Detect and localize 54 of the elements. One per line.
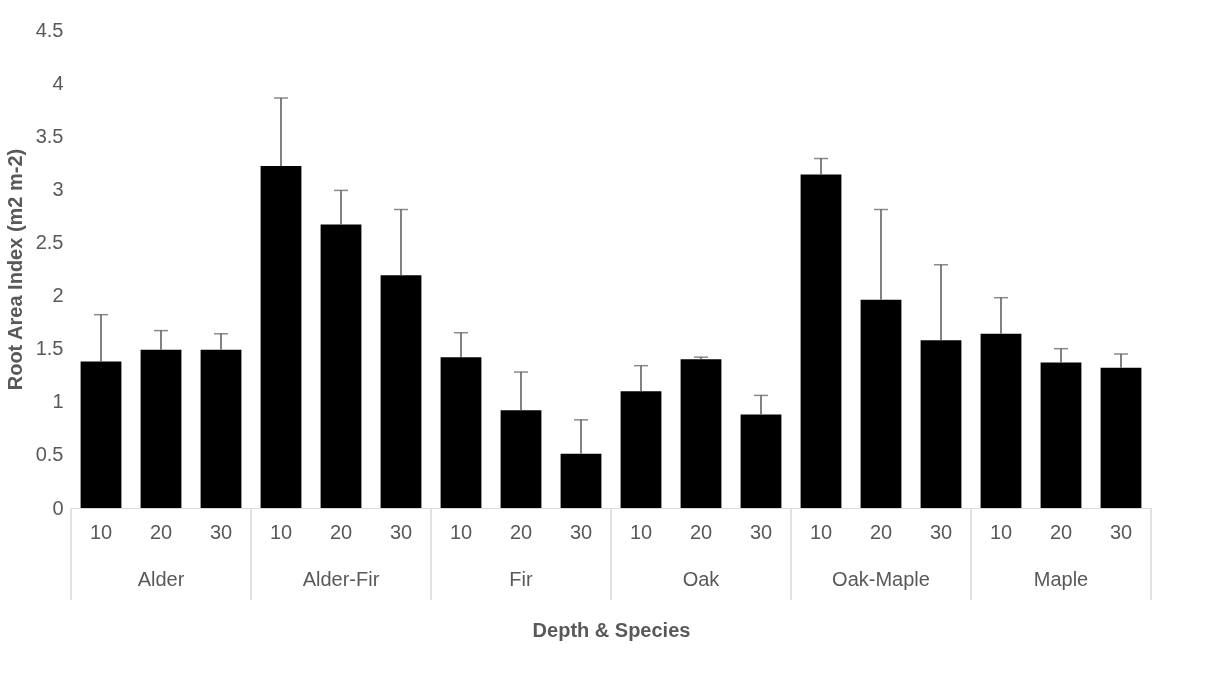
x-tick-label: 30: [749, 520, 773, 543]
bar: [740, 414, 782, 508]
y-tick-label: 1: [52, 390, 64, 413]
x-tick-label: 10: [269, 520, 293, 543]
y-tick-label: 2.5: [35, 230, 64, 253]
bar: [920, 340, 962, 508]
text: Maple: [1033, 568, 1089, 590]
bar: [1040, 362, 1082, 508]
x-tick-label: 20: [689, 520, 713, 543]
bar: [320, 224, 362, 508]
bar: [620, 391, 662, 508]
y-axis-title: Root Area Index (m2 m-2): [3, 148, 26, 391]
text: Fir: [509, 568, 533, 590]
bar: [800, 174, 842, 508]
bar: [500, 410, 542, 508]
bar: [440, 357, 482, 508]
y-tick-label: 3.5: [35, 124, 64, 147]
x-tick-label: 30: [569, 520, 593, 543]
x-tick-label: 10: [629, 520, 653, 543]
y-tick-label: 3: [52, 177, 64, 200]
x-tick-label: 30: [1109, 520, 1133, 543]
x-tick-label: 20: [329, 520, 353, 543]
x-tick-label: 20: [509, 520, 533, 543]
bar: [1100, 367, 1142, 508]
bar: [980, 333, 1022, 508]
bar: [680, 359, 722, 508]
bar: [560, 453, 602, 508]
y-tick-label: 0: [52, 496, 64, 519]
x-axis-title: Depth & Species: [532, 618, 691, 641]
x-tick-label: 30: [209, 520, 233, 543]
text: Alder: [137, 568, 185, 590]
y-tick-label: 1.5: [35, 337, 64, 360]
bar: [860, 299, 902, 508]
bar: [260, 165, 302, 508]
x-tick-label: 10: [89, 520, 113, 543]
y-tick-label: 4.5: [35, 18, 64, 41]
bar: [140, 349, 182, 508]
text: Alder-Fir: [302, 568, 380, 590]
bar: [80, 361, 122, 508]
x-tick-label: 20: [869, 520, 893, 543]
x-tick-label: 20: [149, 520, 173, 543]
y-tick-label: 4: [52, 71, 64, 94]
x-tick-label: 10: [989, 520, 1013, 543]
x-tick-label: 30: [389, 520, 413, 543]
bar: [200, 349, 242, 508]
text: Oak-Maple: [832, 568, 930, 590]
x-tick-label: 20: [1049, 520, 1073, 543]
x-tick-label: 30: [929, 520, 953, 543]
x-tick-label: 10: [449, 520, 473, 543]
text: Oak: [682, 568, 721, 590]
bar: [380, 275, 422, 508]
y-tick-label: 0.5: [35, 443, 64, 466]
y-tick-label: 2: [52, 284, 64, 307]
x-tick-label: 10: [809, 520, 833, 543]
